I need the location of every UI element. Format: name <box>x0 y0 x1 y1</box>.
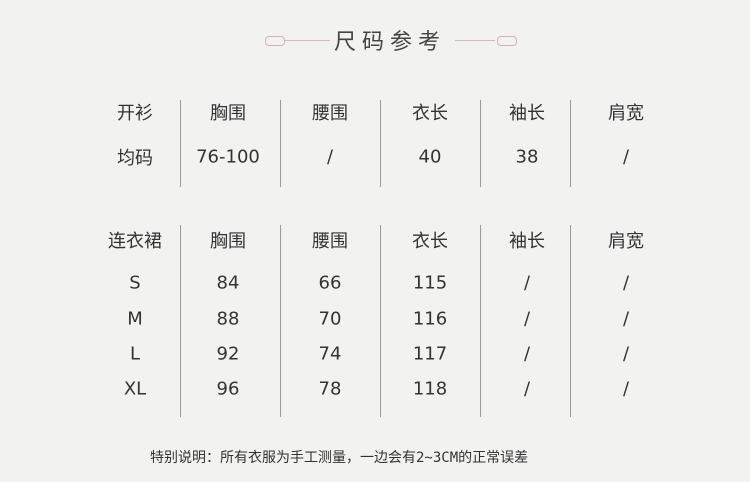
table-cell: 40 <box>418 146 442 168</box>
table-cell: / <box>622 378 630 400</box>
table-cell: 74 <box>318 343 342 365</box>
column-header: 衣长 <box>412 103 448 124</box>
row-label: XL <box>123 378 147 400</box>
column-header: 衣长 <box>412 231 448 252</box>
page-title: 尺码参考 <box>333 30 446 55</box>
column-divider <box>570 100 571 187</box>
table-cell: 66 <box>318 272 342 294</box>
table-cell: 118 <box>412 378 448 400</box>
column-divider <box>480 225 481 417</box>
column-header: 袖长 <box>509 103 545 124</box>
column-header: 腰围 <box>312 231 348 252</box>
column-divider <box>380 100 381 187</box>
column-header: 袖长 <box>509 231 545 252</box>
table-cell: 70 <box>318 308 342 330</box>
row-label: S <box>129 272 141 294</box>
row-label: M <box>127 308 143 330</box>
column-divider <box>280 100 281 187</box>
column-header: 肩宽 <box>608 103 644 124</box>
table-cell: / <box>622 146 630 168</box>
decorative-knot-left <box>265 36 285 46</box>
table-cell: 96 <box>216 378 240 400</box>
table-cell: 92 <box>216 343 240 365</box>
table-cell: / <box>622 343 630 365</box>
table-cell: / <box>326 146 334 168</box>
decorative-knot-right <box>497 36 517 46</box>
column-divider <box>380 225 381 417</box>
column-header: 肩宽 <box>608 231 644 252</box>
table-cell: 116 <box>412 308 448 330</box>
column-header: 胸围 <box>210 231 246 252</box>
table-cell: 117 <box>412 343 448 365</box>
column-divider <box>180 100 181 187</box>
table-cell: / <box>622 272 630 294</box>
table-cell: 76-100 <box>196 146 260 168</box>
column-header: 开衫 <box>117 103 153 124</box>
column-divider <box>280 225 281 417</box>
column-header: 胸围 <box>210 103 246 124</box>
table-cell: / <box>523 343 531 365</box>
row-label: L <box>129 343 141 365</box>
table-cell: 115 <box>412 272 448 294</box>
column-divider <box>570 225 571 417</box>
column-header: 腰围 <box>312 103 348 124</box>
table-cell: / <box>523 308 531 330</box>
table-cell: / <box>523 272 531 294</box>
table-cell: / <box>523 378 531 400</box>
table-cell: 38 <box>515 146 539 168</box>
table-cell: / <box>622 308 630 330</box>
column-divider <box>180 225 181 417</box>
table-cell: 84 <box>216 272 240 294</box>
column-divider <box>480 100 481 187</box>
table-cell: 88 <box>216 308 240 330</box>
column-header: 连衣裙 <box>108 231 162 252</box>
divider-left <box>285 40 330 41</box>
measurement-note: 特别说明：所有衣服为手工测量，一边会有2~3CM的正常误差 <box>150 450 529 466</box>
table-cell: 78 <box>318 378 342 400</box>
row-label: 均码 <box>117 148 153 169</box>
divider-right <box>455 40 495 41</box>
